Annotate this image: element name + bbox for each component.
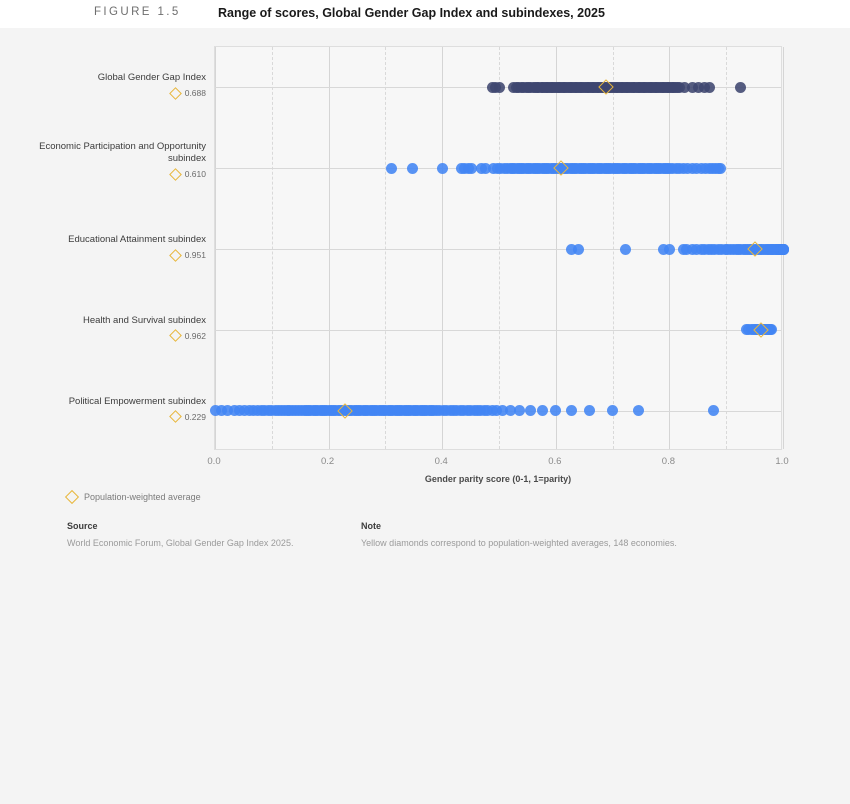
data-point xyxy=(686,81,698,93)
data-point xyxy=(680,243,692,255)
gridline-horizontal xyxy=(215,329,781,331)
legend-label: Population-weighted average xyxy=(84,492,201,502)
figure-number-label: FIGURE 1.5 xyxy=(94,6,181,18)
data-point xyxy=(708,405,720,417)
data-point xyxy=(536,405,548,417)
data-point xyxy=(466,162,478,174)
source-heading: Source xyxy=(67,521,98,531)
data-point xyxy=(504,405,516,417)
data-point xyxy=(493,81,505,93)
average-value: 0.688 xyxy=(184,88,206,99)
gridline-vertical xyxy=(499,47,500,449)
note-heading: Note xyxy=(361,521,381,531)
data-point xyxy=(777,243,789,255)
gridline-vertical xyxy=(555,47,557,449)
data-point xyxy=(407,162,419,174)
data-point xyxy=(678,81,690,93)
diamond-icon xyxy=(168,248,182,262)
data-point xyxy=(385,162,397,174)
category-average: 0.688 xyxy=(0,87,206,100)
x-tick-label: 0.0 xyxy=(207,456,221,467)
data-point xyxy=(658,243,670,255)
diamond-icon xyxy=(168,87,182,100)
gridline-vertical xyxy=(612,47,614,449)
data-point xyxy=(496,405,508,417)
data-point xyxy=(584,405,596,417)
diamond-icon xyxy=(168,410,182,423)
gridline-vertical xyxy=(328,47,330,449)
data-point xyxy=(663,243,675,255)
diamond-icon xyxy=(168,167,182,181)
figure-title: Range of scores, Global Gender Gap Index… xyxy=(218,6,605,20)
category-name: Educational Attainment subindex xyxy=(68,234,206,245)
average-value: 0.610 xyxy=(184,169,206,180)
data-point xyxy=(573,243,585,255)
diamond-icon xyxy=(64,489,80,505)
data-point xyxy=(479,162,491,174)
category-average: 0.610 xyxy=(0,167,206,181)
data-point xyxy=(693,81,705,93)
category-label-1: Global Gender Gap Index 0.688 xyxy=(0,72,206,100)
x-tick-label: 0.4 xyxy=(434,456,448,467)
data-point xyxy=(566,243,578,255)
note-text: Yellow diamonds correspond to population… xyxy=(361,538,677,548)
category-label-2: Economic Participation and Opportunity s… xyxy=(0,141,206,181)
category-average: 0.951 xyxy=(0,248,206,262)
category-average: 0.962 xyxy=(0,329,206,343)
gridline-vertical xyxy=(271,47,273,449)
plot-area xyxy=(209,46,789,450)
data-point xyxy=(209,405,221,417)
data-point xyxy=(632,405,644,417)
data-point xyxy=(607,405,619,417)
data-point xyxy=(566,405,578,417)
data-point xyxy=(228,405,240,417)
gridline-horizontal xyxy=(215,249,781,250)
source-block: Source World Economic Forum, Global Gend… xyxy=(67,521,347,548)
gridline-vertical xyxy=(385,47,387,449)
figure-header-band: FIGURE 1.5 Range of scores, Global Gende… xyxy=(0,0,850,29)
data-point xyxy=(550,405,562,417)
data-point xyxy=(766,324,778,336)
data-point xyxy=(735,81,747,93)
category-name: Economic Participation and Opportunity s… xyxy=(39,141,206,165)
x-tick-label: 1.0 xyxy=(775,456,789,467)
data-point xyxy=(619,243,631,255)
data-point xyxy=(703,81,715,93)
average-value: 0.962 xyxy=(184,330,206,341)
x-tick-label: 0.8 xyxy=(661,456,675,467)
average-value: 0.229 xyxy=(184,411,206,422)
data-point xyxy=(715,162,727,174)
x-tick-label: 0.2 xyxy=(320,456,335,467)
data-point xyxy=(525,405,537,417)
category-label-3: Educational Attainment subindex 0.951 xyxy=(0,234,206,262)
category-name: Political Empowerment subindex xyxy=(68,395,206,407)
category-label-5: Political Empowerment subindex 0.229 xyxy=(0,396,206,423)
gridline-vertical xyxy=(215,47,216,449)
diamond-icon xyxy=(168,329,182,343)
average-value: 0.951 xyxy=(184,250,206,260)
x-tick-label: 0.6 xyxy=(548,456,562,467)
chart-legend: Population-weighted average xyxy=(64,489,201,505)
data-point xyxy=(221,405,233,417)
data-point xyxy=(513,405,525,417)
x-axis-title: Gender parity score (0-1, 1=parity) xyxy=(424,474,572,484)
data-point xyxy=(216,405,228,417)
gridline-vertical xyxy=(442,47,444,449)
category-name: Health and Survival subindex xyxy=(82,314,206,326)
chart-container: Global Gender Gap Index 0.688 Economic Par… xyxy=(0,28,850,804)
note-block: Note Yellow diamonds correspond to popul… xyxy=(361,521,791,548)
category-name: Global Gender Gap Index xyxy=(97,72,206,84)
data-point xyxy=(436,162,448,174)
source-text: World Economic Forum, Global Gender Gap … xyxy=(67,538,294,548)
category-average: 0.229 xyxy=(0,410,206,423)
data-point xyxy=(491,405,503,417)
category-label-4: Health and Survival subindex 0.962 xyxy=(0,314,206,343)
